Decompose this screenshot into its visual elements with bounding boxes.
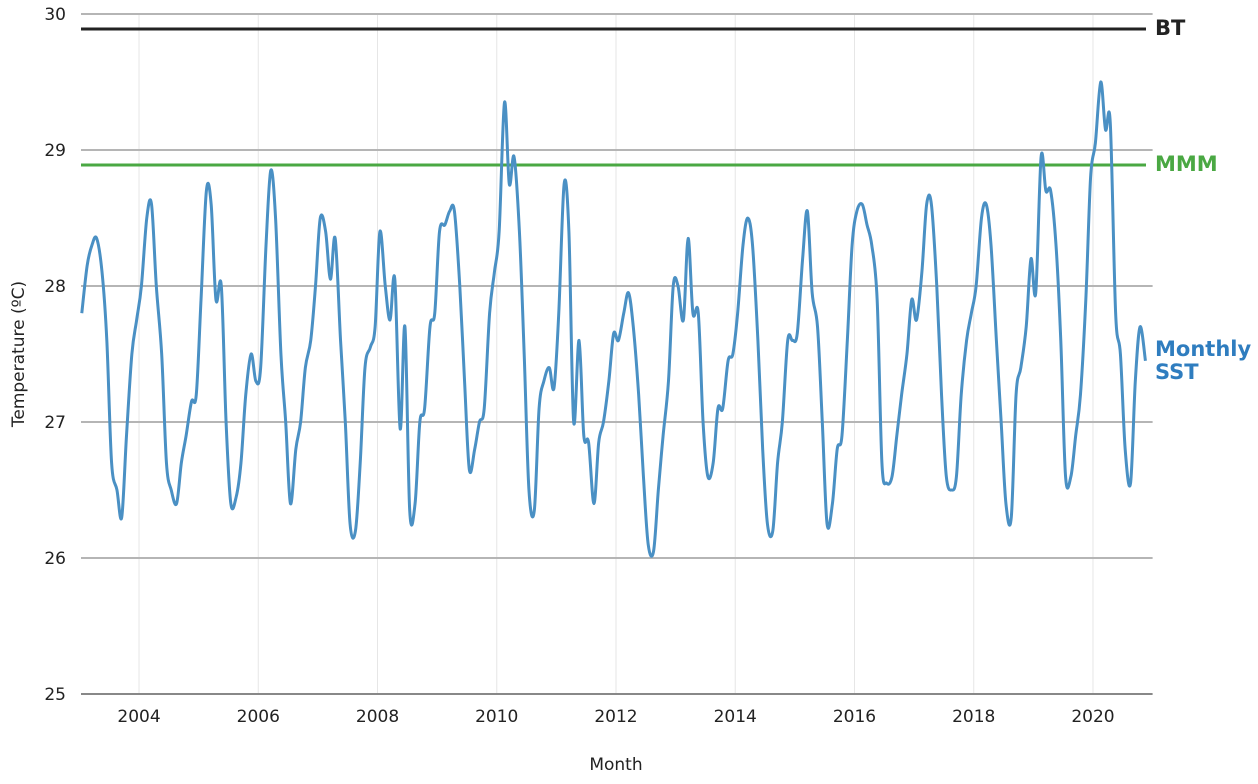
x-tick-label: 2018 bbox=[952, 707, 995, 727]
x-tick-label: 2004 bbox=[117, 707, 160, 727]
x-tick-label: 2014 bbox=[714, 707, 757, 727]
x-tick-label: 2016 bbox=[833, 707, 876, 727]
x-axis-label: Month bbox=[589, 755, 642, 775]
y-axis-label: Temperature (ºC) bbox=[9, 281, 29, 428]
y-tick-label: 25 bbox=[44, 685, 66, 705]
y-tick-label: 28 bbox=[44, 277, 66, 297]
y-tick-label: 30 bbox=[44, 5, 66, 25]
x-tick-label: 2020 bbox=[1071, 707, 1114, 727]
y-tick-label: 26 bbox=[44, 549, 66, 569]
x-tick-label: 2006 bbox=[237, 707, 280, 727]
x-tick-label: 2008 bbox=[356, 707, 399, 727]
x-tick-label: 2012 bbox=[594, 707, 637, 727]
legend-label: Monthly SST bbox=[1155, 337, 1252, 384]
line-label: MMM bbox=[1155, 151, 1218, 176]
y-tick-label: 27 bbox=[44, 413, 66, 433]
line-label: BT bbox=[1155, 15, 1186, 40]
sst-line bbox=[80, 80, 1147, 558]
y-tick-label: 29 bbox=[44, 141, 66, 161]
x-tick-label: 2010 bbox=[475, 707, 518, 727]
